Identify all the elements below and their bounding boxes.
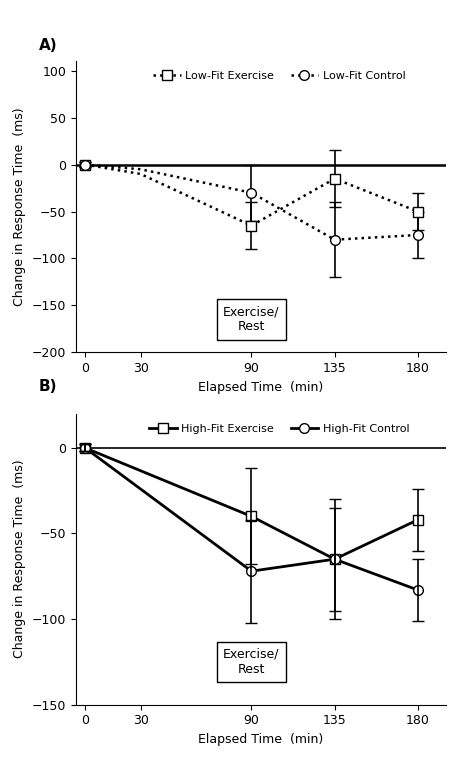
Y-axis label: Change in Response Time  (ms): Change in Response Time (ms)	[13, 107, 26, 306]
Legend: Low-Fit Exercise, Low-Fit Control: Low-Fit Exercise, Low-Fit Control	[148, 67, 410, 86]
X-axis label: Elapsed Time  (min): Elapsed Time (min)	[198, 733, 323, 746]
Text: B): B)	[39, 378, 57, 394]
Text: Exercise/
Rest: Exercise/ Rest	[223, 648, 280, 676]
Y-axis label: Change in Response Time  (ms): Change in Response Time (ms)	[13, 460, 26, 659]
X-axis label: Elapsed Time  (min): Elapsed Time (min)	[198, 381, 323, 394]
Text: A): A)	[39, 38, 57, 53]
Text: Exercise/
Rest: Exercise/ Rest	[223, 306, 280, 333]
Legend: High-Fit Exercise, High-Fit Control: High-Fit Exercise, High-Fit Control	[145, 419, 414, 438]
